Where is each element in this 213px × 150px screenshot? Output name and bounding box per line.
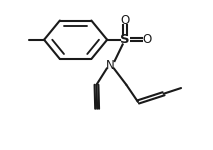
Text: O: O — [142, 33, 152, 46]
Text: N: N — [106, 59, 115, 72]
Text: S: S — [120, 33, 130, 46]
Text: O: O — [121, 14, 130, 27]
